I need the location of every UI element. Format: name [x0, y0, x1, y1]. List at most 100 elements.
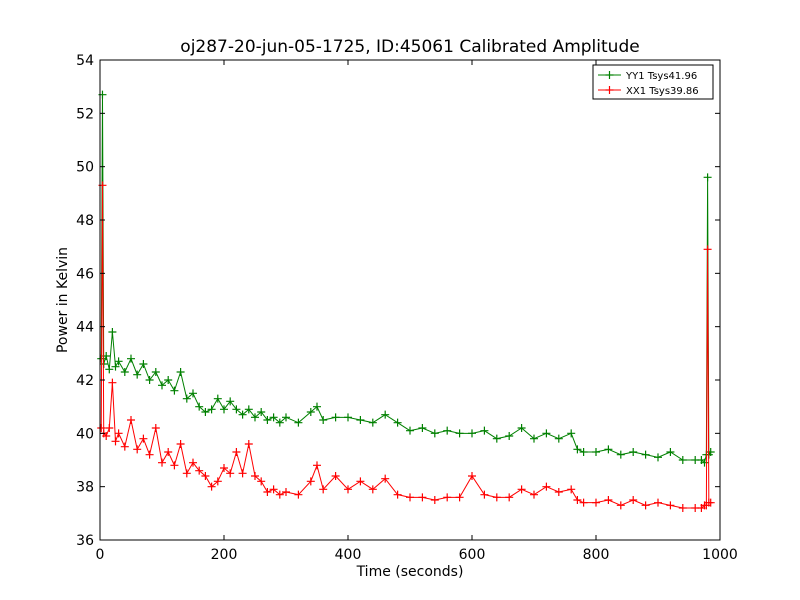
data-point [263, 416, 272, 424]
y-axis-label: Power in Kelvin [55, 247, 71, 353]
data-point [381, 474, 390, 483]
data-point [666, 501, 675, 510]
data-point [195, 402, 204, 411]
data-point [238, 469, 247, 478]
data-point [554, 488, 563, 496]
data-point [393, 490, 402, 499]
data-point [294, 490, 303, 499]
data-point [579, 498, 588, 507]
data-point [306, 477, 315, 486]
series-line-xx1-tsys39-86 [100, 185, 711, 509]
data-point [226, 397, 235, 406]
data-point [592, 448, 600, 456]
data-point [133, 445, 142, 454]
data-point [201, 408, 210, 416]
data-point [492, 493, 501, 502]
y-tick-label: 50 [76, 160, 94, 176]
data-point [102, 432, 111, 440]
data-point [108, 378, 117, 387]
data-point [344, 413, 352, 422]
data-point [269, 485, 278, 494]
data-point [257, 408, 266, 416]
y-tick-label: 44 [76, 320, 94, 336]
data-point [381, 410, 390, 419]
data-point [127, 416, 135, 424]
data-point [480, 490, 489, 499]
legend-marker [605, 71, 614, 79]
data-point [443, 426, 452, 435]
data-point [164, 376, 173, 384]
data-point [275, 490, 284, 499]
data-point [176, 440, 185, 448]
data-point [492, 434, 501, 443]
legend-entry-label: YY1 Tsys41.96 [625, 71, 697, 82]
data-point [251, 472, 259, 480]
data-point [542, 482, 551, 491]
data-point [567, 485, 576, 494]
data-point [406, 493, 414, 502]
data-point [706, 448, 715, 456]
data-point [641, 450, 650, 459]
x-tick-label: 0 [96, 547, 105, 563]
data-point [406, 426, 414, 435]
data-point [505, 432, 514, 440]
data-point [703, 173, 712, 182]
plot-frame [99, 59, 721, 541]
data-point [238, 410, 247, 419]
y-tick-label: 38 [76, 480, 94, 496]
data-point [133, 370, 142, 379]
data-point [468, 429, 476, 438]
data-point [331, 413, 340, 422]
data-point [182, 394, 191, 403]
data-point [418, 424, 427, 432]
data-point [158, 458, 166, 467]
data-point [151, 368, 160, 376]
data-point [105, 424, 114, 432]
y-tick-label: 52 [76, 106, 94, 122]
data-point [666, 448, 675, 456]
data-point [567, 429, 576, 438]
data-point [232, 405, 241, 414]
data-point [331, 472, 340, 480]
data-point [430, 496, 439, 504]
legend: YY1 Tsys41.96 XX1 Tsys39.86 [592, 64, 714, 100]
series-line-yy1-tsys41-96 [100, 94, 712, 464]
data-point [703, 245, 712, 254]
data-point [151, 424, 160, 432]
data-point [108, 328, 117, 336]
data-point [114, 357, 123, 366]
data-point [430, 429, 439, 438]
data-point [111, 362, 120, 371]
data-point [517, 485, 526, 494]
data-point [120, 368, 129, 376]
data-point [207, 405, 216, 414]
plot-area [97, 90, 715, 512]
data-point [189, 458, 197, 467]
data-point [517, 424, 526, 432]
data-point [189, 389, 197, 398]
data-point [164, 448, 173, 456]
data-point [356, 477, 365, 486]
data-point [282, 488, 290, 496]
data-point [592, 498, 600, 507]
data-point [139, 360, 148, 368]
data-point [654, 453, 662, 462]
data-point [393, 418, 402, 427]
data-point [700, 458, 709, 467]
data-point [282, 413, 290, 422]
axes: 0 200 400 600 800 1000 36 38 40 42 44 46 48 50 52 54 [76, 53, 738, 563]
data-point [244, 440, 253, 448]
legend-box [592, 64, 714, 100]
data-point [530, 434, 538, 443]
data-point [368, 485, 377, 494]
y-tick-label: 40 [76, 426, 94, 442]
data-point [573, 496, 582, 504]
data-point [226, 469, 235, 478]
data-point [505, 493, 514, 502]
data-point [158, 381, 166, 390]
data-point [356, 416, 365, 424]
data-point [263, 488, 272, 496]
data-point [554, 434, 563, 443]
x-tick-label: 200 [211, 547, 238, 563]
data-point [111, 437, 120, 446]
